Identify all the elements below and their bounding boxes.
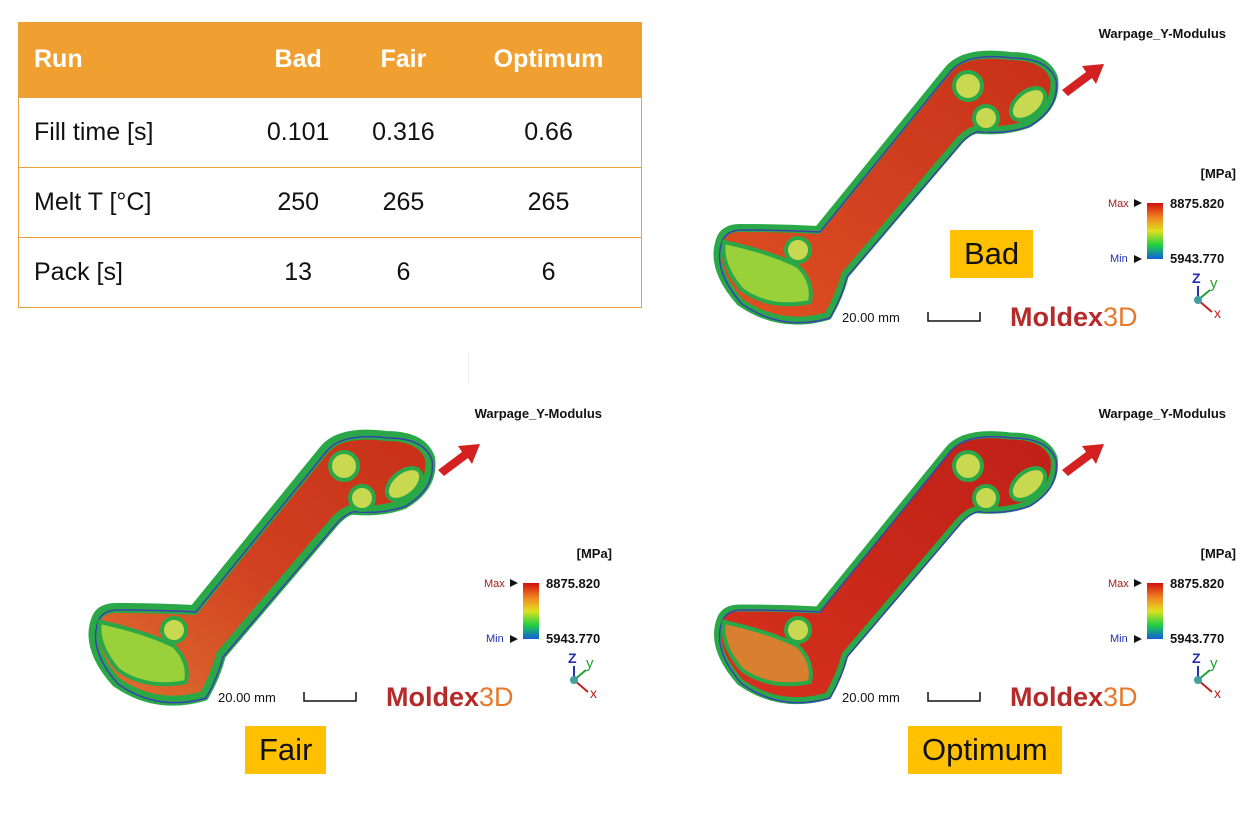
panel-fair: Warpage_Y-Modulus [MPa] Max 8875.820 Min… — [86, 400, 626, 720]
cell-value: 0.66 — [456, 97, 642, 168]
panel-bad: Warpage_Y-Modulus [MPa] Max 8875.820 Min… — [710, 20, 1250, 340]
legend-unit: [MPa] — [577, 546, 612, 561]
cell-value: 13 — [245, 237, 351, 308]
scale-bar — [927, 692, 981, 702]
simulation-view-optimum: Warpage_Y-Modulus [MPa] Max 8875.820 Min… — [714, 406, 1236, 712]
cell-value: 265 — [350, 167, 457, 238]
cell-value: 6 — [350, 237, 457, 308]
color-bar — [1147, 203, 1163, 259]
legend-min-value: 5943.770 — [1170, 251, 1224, 266]
max-marker-icon — [1134, 199, 1142, 207]
row-label: Pack [s] — [18, 237, 246, 308]
cell-value: 265 — [456, 167, 642, 238]
legend-min-value: 5943.770 — [546, 631, 600, 646]
axis-triad-icon: Z y x — [568, 650, 597, 701]
result-title: Warpage_Y-Modulus — [1099, 406, 1226, 421]
legend-min-label: Min — [1110, 633, 1128, 645]
row-label: Melt T [°C] — [18, 167, 246, 238]
svg-text:y: y — [1210, 655, 1218, 672]
svg-text:x: x — [590, 685, 597, 701]
simulation-view-bad: Warpage_Y-Modulus [MPa] Max 8875.820 Min… — [713, 26, 1236, 332]
min-marker-icon — [1134, 255, 1142, 263]
run-tag-fair: Fair — [245, 726, 327, 774]
scale-bar — [927, 312, 981, 322]
scale-label: 20.00 mm — [842, 690, 900, 705]
divider — [468, 352, 469, 384]
svg-text:y: y — [1210, 275, 1218, 292]
part-model — [714, 431, 1058, 705]
max-marker-icon — [1134, 579, 1142, 587]
legend-max-label: Max — [484, 578, 505, 590]
legend-min-value: 5943.770 — [1170, 631, 1224, 646]
scale-label: 20.00 mm — [842, 310, 900, 325]
cell-value: 0.101 — [245, 97, 351, 168]
legend-min-label: Min — [486, 633, 504, 645]
table-row: Fill time [s] 0.101 0.316 0.66 — [18, 97, 642, 168]
table-header-row: Run Bad Fair Optimum — [18, 22, 642, 98]
run-tag-bad: Bad — [950, 230, 1034, 278]
panel-optimum: Warpage_Y-Modulus [MPa] Max 8875.820 Min… — [710, 400, 1250, 720]
svg-text:Z: Z — [1192, 650, 1201, 666]
header-run: Run — [18, 22, 246, 98]
svg-text:y: y — [586, 655, 594, 672]
row-label: Fill time [s] — [18, 97, 246, 168]
legend-max-label: Max — [1108, 198, 1129, 210]
run-tag-optimum: Optimum — [908, 726, 1062, 774]
svg-text:x: x — [1214, 305, 1221, 321]
table-row: Pack [s] 13 6 6 — [18, 237, 642, 308]
arrow-indicator — [438, 444, 480, 476]
cell-value: 250 — [245, 167, 351, 238]
part-model — [713, 50, 1059, 325]
part-model — [88, 429, 436, 706]
legend-unit: [MPa] — [1201, 166, 1236, 181]
process-parameters-table: Run Bad Fair Optimum Fill time [s] 0.101… — [18, 22, 642, 308]
result-title: Warpage_Y-Modulus — [1099, 26, 1226, 41]
svg-text:Z: Z — [568, 650, 577, 666]
legend-max-value: 8875.820 — [546, 576, 600, 591]
arrow-indicator — [1062, 64, 1104, 96]
min-marker-icon — [1134, 635, 1142, 643]
color-bar — [1147, 583, 1163, 639]
legend-max-label: Max — [1108, 578, 1129, 590]
min-marker-icon — [510, 635, 518, 643]
moldex3d-logo: Moldex3D — [1010, 682, 1138, 712]
header-bad: Bad — [245, 22, 351, 98]
svg-text:x: x — [1214, 685, 1221, 701]
moldex3d-logo: Moldex3D — [386, 682, 514, 712]
scale-bar — [303, 692, 357, 702]
cell-value: 6 — [456, 237, 642, 308]
legend-max-value: 8875.820 — [1170, 196, 1224, 211]
legend-unit: [MPa] — [1201, 546, 1236, 561]
moldex3d-logo: Moldex3D — [1010, 302, 1138, 332]
axis-triad-icon: Z y x — [1192, 650, 1221, 701]
legend-max-value: 8875.820 — [1170, 576, 1224, 591]
axis-triad-icon: Z y x — [1192, 270, 1221, 321]
cell-value: 0.316 — [350, 97, 457, 168]
svg-text:Z: Z — [1192, 270, 1201, 286]
header-fair: Fair — [350, 22, 457, 98]
simulation-view-fair: Warpage_Y-Modulus [MPa] Max 8875.820 Min… — [88, 406, 612, 712]
arrow-indicator — [1062, 444, 1104, 476]
table-row: Melt T [°C] 250 265 265 — [18, 167, 642, 238]
scale-label: 20.00 mm — [218, 690, 276, 705]
color-bar — [523, 583, 539, 639]
result-title: Warpage_Y-Modulus — [475, 406, 602, 421]
header-optimum: Optimum — [456, 22, 642, 98]
legend-min-label: Min — [1110, 253, 1128, 265]
max-marker-icon — [510, 579, 518, 587]
